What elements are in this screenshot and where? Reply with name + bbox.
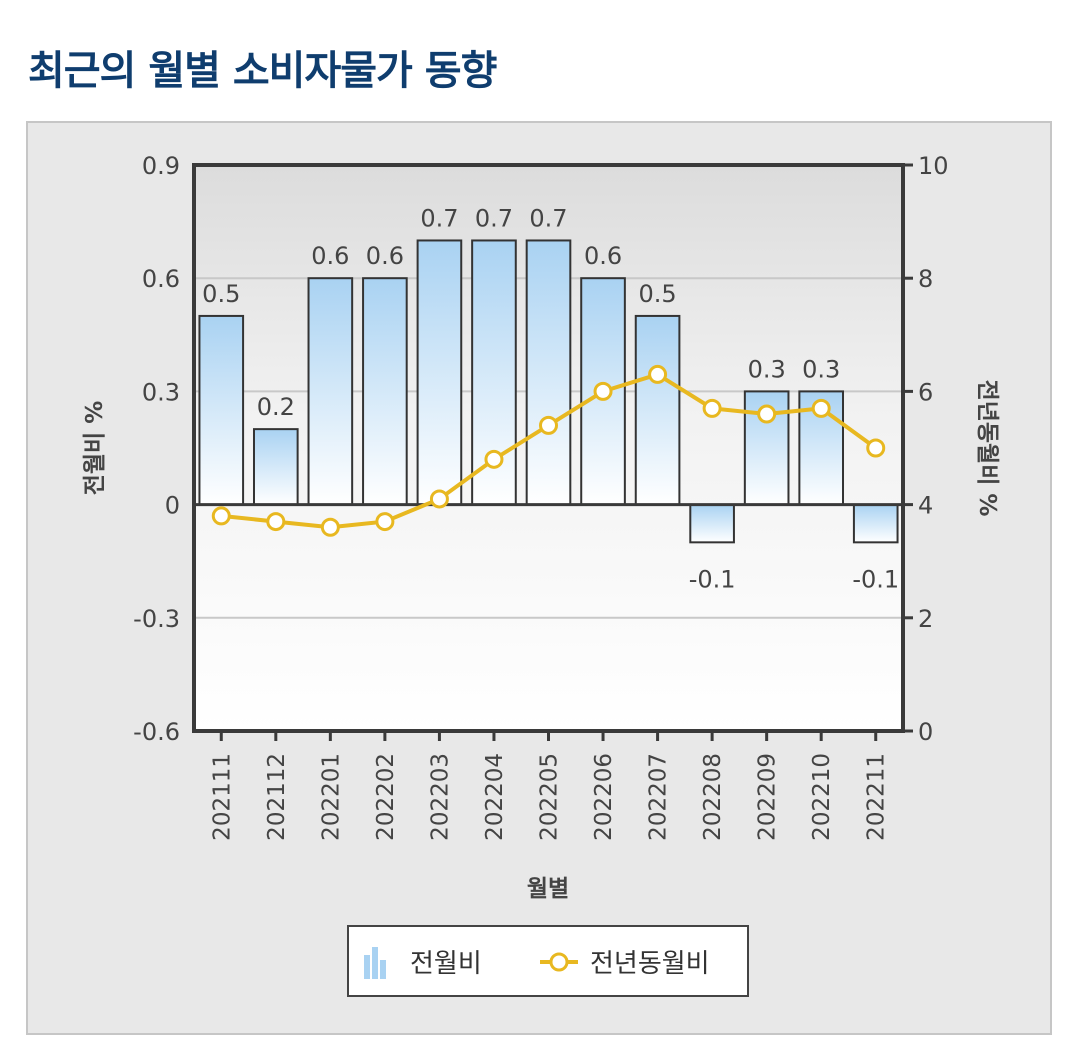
bar bbox=[252, 428, 299, 506]
y-tick-label: -0.6 bbox=[133, 718, 180, 746]
line-point bbox=[539, 415, 558, 435]
x-tick-label: 202211 bbox=[864, 753, 890, 841]
bar bbox=[525, 239, 572, 506]
y-tick-label: 0 bbox=[165, 492, 180, 520]
line-point bbox=[811, 398, 831, 418]
page-title: 최근의 월별 소비자물가 동향 bbox=[28, 48, 497, 94]
bar-data-label: 0.7 bbox=[475, 204, 513, 232]
bar-data-label: 0.2 bbox=[257, 393, 295, 421]
bar-data-label: 0.7 bbox=[420, 204, 458, 232]
y2-tick-label: 0 bbox=[918, 718, 933, 746]
bar bbox=[362, 277, 408, 506]
bar bbox=[852, 503, 899, 544]
line-point bbox=[266, 512, 286, 532]
y2-tick-label: 2 bbox=[918, 605, 933, 633]
bar bbox=[634, 314, 681, 506]
bar-data-label: 0.7 bbox=[529, 204, 567, 232]
bar-data-label: 0.5 bbox=[202, 280, 240, 308]
x-tick-label: 202204 bbox=[482, 753, 508, 841]
bar bbox=[198, 314, 245, 506]
y2-axis-title: 전년동월비 % bbox=[974, 380, 1000, 517]
bar-data-label: -0.1 bbox=[852, 565, 899, 593]
line-point bbox=[648, 364, 668, 384]
y2-tick-label: 10 bbox=[918, 152, 949, 180]
y-tick-label: 0.6 bbox=[142, 265, 180, 293]
legend-label-bar: 전월비 bbox=[410, 949, 482, 979]
bar-data-label: 0.3 bbox=[748, 355, 786, 383]
x-tick-label: 202201 bbox=[318, 753, 344, 841]
x-tick-label: 202209 bbox=[755, 753, 781, 841]
line-point bbox=[757, 404, 777, 424]
y2-tick-label: 6 bbox=[918, 378, 933, 406]
bar bbox=[307, 277, 354, 506]
bar-data-label: 0.6 bbox=[584, 242, 622, 270]
x-tick-label: 202205 bbox=[537, 753, 563, 841]
bar-data-label: 0.6 bbox=[366, 242, 404, 270]
line-point bbox=[211, 506, 231, 526]
x-tick-label: 202206 bbox=[591, 753, 617, 841]
y2-tick-label: 4 bbox=[918, 492, 933, 520]
y-tick-label: 0.9 bbox=[142, 152, 180, 180]
x-tick-label: 202208 bbox=[700, 753, 726, 841]
y-axis-title: 전월비 % bbox=[82, 401, 108, 496]
bar-data-label: 0.5 bbox=[638, 280, 676, 308]
x-tick-label: 202210 bbox=[809, 753, 835, 841]
bar-data-label: 0.6 bbox=[311, 242, 349, 270]
line-point bbox=[429, 489, 449, 509]
x-tick-label: 202112 bbox=[264, 753, 290, 841]
x-tick-label: 202202 bbox=[373, 753, 399, 841]
bar bbox=[689, 503, 735, 544]
bar-data-label: 0.3 bbox=[802, 355, 840, 383]
legend: 전월비 전년동월비 bbox=[347, 925, 749, 997]
x-tick-label: 202203 bbox=[427, 753, 453, 841]
line-point bbox=[375, 512, 395, 532]
x-axis-title: 월별 bbox=[527, 876, 569, 902]
line-point bbox=[702, 398, 722, 418]
y-tick-label: -0.3 bbox=[133, 605, 180, 633]
line-point bbox=[484, 449, 504, 469]
bar-data-label: -0.1 bbox=[689, 565, 736, 593]
x-tick-label: 202207 bbox=[646, 753, 672, 841]
line-point bbox=[866, 438, 886, 458]
x-tick-label: 202111 bbox=[209, 753, 235, 841]
bar bbox=[416, 239, 463, 506]
line-point bbox=[320, 517, 340, 537]
legend-label-line: 전년동월비 bbox=[590, 949, 710, 979]
line-marker-icon bbox=[540, 952, 578, 972]
y2-tick-label: 8 bbox=[918, 265, 933, 293]
bar-chart-icon bbox=[364, 947, 386, 979]
line-point bbox=[593, 381, 613, 401]
y-tick-label: 0.3 bbox=[142, 378, 180, 406]
